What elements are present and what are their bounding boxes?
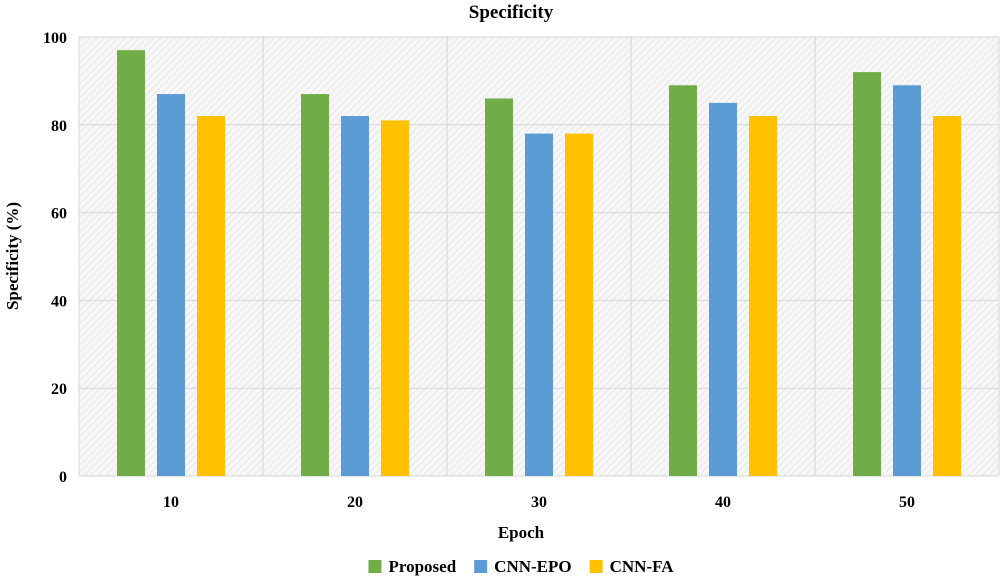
legend-swatch <box>474 560 488 573</box>
bar-cnn-epo-10 <box>157 94 185 476</box>
y-axis-ticks: 0 20 40 60 80 100 <box>43 30 67 486</box>
bar-cnn-epo-30 <box>525 133 553 476</box>
legend: Proposed CNN-EPO CNN-FA <box>368 557 674 576</box>
x-axis-label: Epoch <box>498 523 545 542</box>
x-tick-label: 50 <box>899 494 915 511</box>
legend-item: CNN-EPO <box>474 557 572 576</box>
legend-swatch <box>589 560 603 573</box>
bar-cnn-fa-20 <box>381 120 409 476</box>
bar-proposed-50 <box>853 72 881 477</box>
bar-cnn-fa-40 <box>749 116 777 477</box>
bars-group <box>117 50 961 477</box>
y-axis-label: Specificity (%) <box>3 202 22 310</box>
y-tick-label: 100 <box>43 30 67 47</box>
x-tick-label: 30 <box>531 494 547 511</box>
bar-cnn-epo-40 <box>709 102 737 476</box>
bar-cnn-epo-20 <box>341 116 369 477</box>
chart-title: Specificity <box>469 2 554 23</box>
bar-proposed-20 <box>301 94 329 476</box>
legend-label: Proposed <box>388 557 456 576</box>
bar-proposed-40 <box>669 85 697 476</box>
bar-proposed-30 <box>485 98 513 477</box>
legend-item: Proposed <box>368 557 457 576</box>
bar-cnn-fa-50 <box>933 116 961 477</box>
legend-label: CNN-FA <box>610 557 675 576</box>
y-tick-label: 20 <box>51 381 67 398</box>
y-tick-label: 80 <box>51 118 67 135</box>
x-tick-label: 40 <box>715 494 731 511</box>
x-tick-label: 10 <box>163 494 179 511</box>
bar-cnn-fa-30 <box>565 133 593 476</box>
bar-proposed-10 <box>117 50 145 477</box>
bar-cnn-fa-10 <box>197 116 225 477</box>
x-axis-ticks: 10 20 30 40 50 <box>163 494 915 511</box>
y-tick-label: 40 <box>51 293 67 310</box>
legend-item: CNN-FA <box>589 557 675 576</box>
legend-swatch <box>368 560 382 573</box>
x-tick-label: 20 <box>347 494 363 511</box>
bar-cnn-epo-50 <box>893 85 921 476</box>
y-tick-label: 60 <box>51 206 67 223</box>
y-tick-label: 0 <box>59 469 67 486</box>
legend-label: CNN-EPO <box>494 557 571 576</box>
